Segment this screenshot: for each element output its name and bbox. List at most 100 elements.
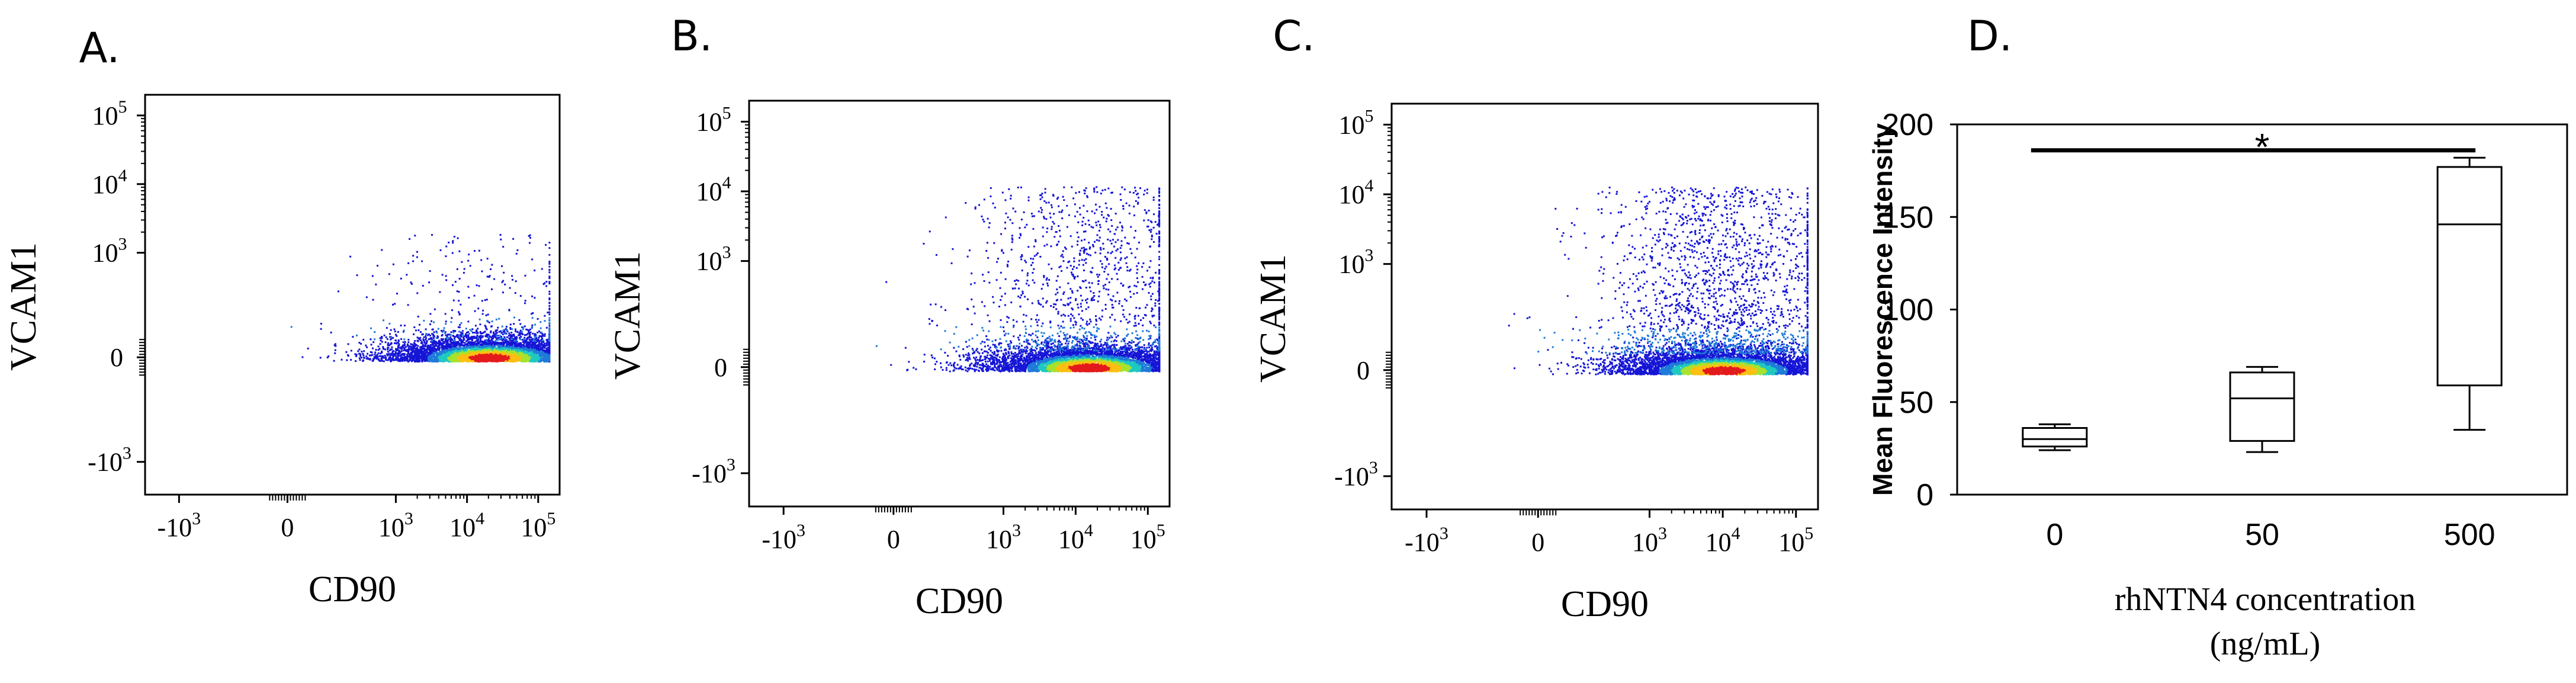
scatter-point xyxy=(522,344,525,347)
scatter-point xyxy=(397,341,399,344)
scatter-point xyxy=(527,336,529,339)
scatter-point xyxy=(377,356,378,358)
scatter-point xyxy=(460,335,462,338)
scatter-point xyxy=(514,341,516,344)
scatter-point xyxy=(476,348,478,351)
scatter-point xyxy=(431,359,433,361)
scatter-point xyxy=(425,356,428,358)
scatter-point xyxy=(523,342,525,345)
scatter-point xyxy=(501,351,503,354)
scatter-point xyxy=(436,335,439,338)
scatter-point xyxy=(541,332,544,335)
scatter-point xyxy=(449,349,452,351)
scatter-point xyxy=(504,348,506,350)
scatter-point xyxy=(467,341,470,343)
scatter-point xyxy=(385,336,387,338)
scatter-point xyxy=(486,334,488,336)
scatter-point xyxy=(531,347,534,349)
scatter-point xyxy=(538,336,540,339)
scatter-point xyxy=(509,327,512,329)
scatter-point xyxy=(465,347,468,349)
scatter-point xyxy=(528,339,531,341)
panel-letter: A. xyxy=(79,24,120,72)
scatter-point xyxy=(439,340,441,342)
scatter-point xyxy=(444,345,447,347)
scatter-point xyxy=(530,354,532,356)
scatter-point xyxy=(432,360,433,363)
scatter-point xyxy=(435,358,436,361)
scatter-point xyxy=(420,341,423,343)
scatter-point xyxy=(422,338,425,341)
scatter-point xyxy=(391,352,394,354)
scatter-point xyxy=(456,344,458,347)
scatter-point xyxy=(341,358,343,361)
scatter-point xyxy=(449,354,451,357)
scatter-point xyxy=(515,355,517,358)
scatter-point xyxy=(489,358,491,361)
scatter-point xyxy=(395,355,397,357)
scatter-point xyxy=(463,345,465,347)
scatter-point xyxy=(419,323,420,326)
scatter-point xyxy=(415,344,417,346)
scatter-point xyxy=(485,335,487,338)
scatter-point xyxy=(433,335,435,338)
scatter-point xyxy=(532,360,535,363)
x-tick-label: -103 xyxy=(158,509,201,542)
scatter-point xyxy=(431,333,433,335)
scatter-point xyxy=(526,358,528,360)
scatter-point xyxy=(451,351,453,353)
scatter-point xyxy=(428,360,430,362)
scatter-point xyxy=(387,359,389,361)
scatter-point xyxy=(361,351,363,353)
scatter-point xyxy=(515,347,518,349)
scatter-point xyxy=(438,347,440,349)
scatter-point xyxy=(423,345,426,347)
scatter-point xyxy=(412,346,414,348)
scatter-point xyxy=(477,328,479,330)
scatter-point xyxy=(516,331,519,334)
scatter-point xyxy=(407,339,410,341)
scatter-point xyxy=(417,352,419,355)
scatter-point xyxy=(438,341,440,343)
scatter-point xyxy=(498,347,500,349)
scatter-point xyxy=(512,349,515,351)
scatter-point xyxy=(509,360,511,363)
scatter-point xyxy=(442,344,444,347)
scatter-point xyxy=(380,352,382,355)
scatter-point xyxy=(479,331,481,333)
scatter-point xyxy=(428,353,429,355)
scatter-point xyxy=(488,352,490,354)
scatter-point xyxy=(489,347,492,349)
scatter-point xyxy=(457,343,459,345)
scatter-point xyxy=(402,353,404,355)
scatter-point xyxy=(362,354,365,357)
scatter-point xyxy=(418,358,420,361)
scatter-point xyxy=(529,347,532,349)
scatter-point xyxy=(513,334,515,336)
scatter-point xyxy=(442,338,445,341)
scatter-point xyxy=(392,336,394,339)
scatter-point xyxy=(370,338,372,341)
scatter-point xyxy=(524,351,526,354)
scatter-point xyxy=(485,344,487,346)
scatter-point xyxy=(386,327,388,329)
scatter-point xyxy=(502,333,504,335)
scatter-point xyxy=(326,357,329,358)
scatter-point xyxy=(459,359,461,361)
scatter-point xyxy=(542,345,545,347)
scatter-point xyxy=(394,351,397,353)
scatter-point xyxy=(500,350,502,352)
scatter-point xyxy=(513,348,516,351)
scatter-point xyxy=(467,358,470,361)
scatter-point xyxy=(449,334,451,336)
scatter-point xyxy=(347,355,349,357)
scatter-point xyxy=(526,349,528,351)
scatter-point xyxy=(516,351,518,354)
scatter-point xyxy=(428,348,430,351)
scatter-point xyxy=(446,335,448,337)
scatter-point xyxy=(512,345,514,348)
scatter-point xyxy=(402,359,404,361)
scatter-point xyxy=(521,348,523,350)
x-tick-label: 104 xyxy=(449,509,484,542)
scatter-point xyxy=(508,345,510,347)
